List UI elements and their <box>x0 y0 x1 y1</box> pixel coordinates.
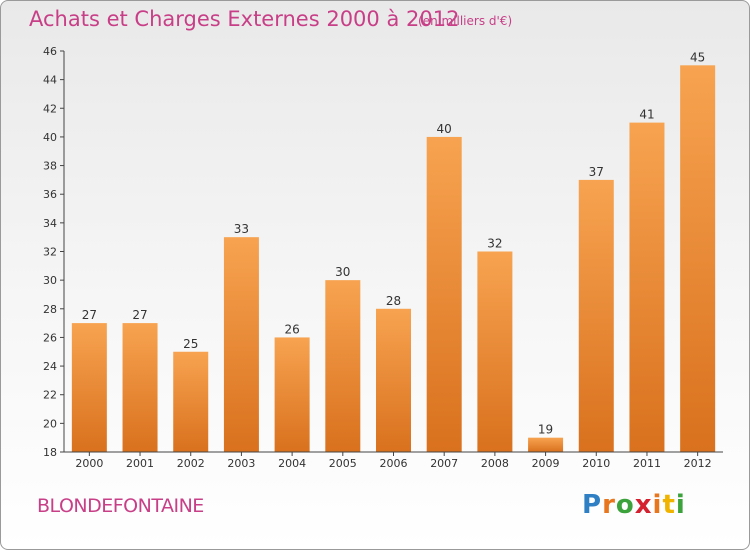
bar-value-label: 45 <box>690 50 705 64</box>
bar-value-label: 40 <box>437 122 452 136</box>
logo-letter: i <box>675 490 686 520</box>
logo-letter: o <box>615 490 635 520</box>
bar-2000 <box>71 323 107 452</box>
bar-value-label: 32 <box>487 237 502 251</box>
proxiti-logo: Proxiti <box>582 490 686 520</box>
bar-2004 <box>274 337 310 452</box>
logo-letter: r <box>602 490 616 520</box>
y-tick-label: 24 <box>43 360 57 373</box>
bar-value-label: 33 <box>234 222 249 236</box>
bar-2008 <box>477 251 513 452</box>
y-tick-label: 22 <box>43 389 57 402</box>
x-tick-label: 2012 <box>684 457 712 470</box>
y-tick-label: 32 <box>43 246 57 259</box>
bar-value-label: 37 <box>589 165 604 179</box>
y-tick-label: 42 <box>43 102 57 115</box>
x-tick-label: 2005 <box>329 457 357 470</box>
y-tick-label: 40 <box>43 131 57 144</box>
bar-2007 <box>426 136 462 452</box>
bar-2011 <box>629 122 665 452</box>
bar-value-label: 41 <box>639 108 654 122</box>
bar-value-label: 26 <box>284 322 299 336</box>
logo-letter: i <box>652 490 663 520</box>
bar-2002 <box>173 351 209 452</box>
y-tick-label: 46 <box>43 45 57 58</box>
x-tick-label: 2006 <box>380 457 408 470</box>
bar-2006 <box>376 308 411 452</box>
bar-2001 <box>122 323 158 452</box>
x-axis: 2000 2001 2002 2003 2004 2005 2006 2007 2008 2009… <box>64 451 723 470</box>
bar-2012 <box>680 65 716 453</box>
logo-letter: x <box>634 490 653 520</box>
x-tick-label: 2009 <box>532 457 560 470</box>
x-tick-label: 2001 <box>126 457 154 470</box>
logo-letter: t <box>662 490 676 520</box>
y-axis: 18 20 22 24 26 28 30 32 34 36 38 40 42 44 46 <box>43 45 65 459</box>
y-tick-label: 34 <box>43 217 57 230</box>
bar-value-label: 25 <box>183 337 198 351</box>
x-tick-label: 2007 <box>430 457 458 470</box>
y-tick-label: 28 <box>43 303 57 316</box>
bar-value-label: 27 <box>82 308 97 322</box>
commune-name: BLONDEFONTAINE <box>37 495 204 517</box>
y-tick-label: 36 <box>43 188 57 201</box>
bar-2003 <box>223 237 259 452</box>
x-tick-label: 2008 <box>481 457 509 470</box>
bar-value-label: 30 <box>335 265 350 279</box>
y-tick-label: 26 <box>43 331 57 344</box>
chart-unit-note: (en milliers d'€) <box>418 14 513 28</box>
bars: 27 27 25 33 26 30 28 40 32 19 37 41 45 <box>71 50 716 453</box>
y-tick-label: 18 <box>43 446 57 459</box>
bar-2005 <box>325 280 361 452</box>
y-tick-label: 44 <box>43 74 57 87</box>
chart-title: Achats et Charges Externes 2000 à 2012 <box>29 7 460 31</box>
logo-letter: P <box>582 490 603 520</box>
y-tick-label: 38 <box>43 160 57 173</box>
bar-2010 <box>578 179 614 452</box>
x-tick-label: 2004 <box>278 457 306 470</box>
y-tick-label: 30 <box>43 274 57 287</box>
x-tick-label: 2011 <box>633 457 661 470</box>
bar-value-label: 27 <box>132 308 147 322</box>
y-tick-label: 20 <box>43 417 57 430</box>
x-tick-label: 2002 <box>177 457 205 470</box>
bar-value-label: 19 <box>538 423 553 437</box>
x-tick-label: 2010 <box>582 457 610 470</box>
x-tick-label: 2000 <box>75 457 103 470</box>
bar-value-label: 28 <box>386 294 401 308</box>
bar-2009 <box>528 437 564 452</box>
x-tick-label: 2003 <box>227 457 255 470</box>
